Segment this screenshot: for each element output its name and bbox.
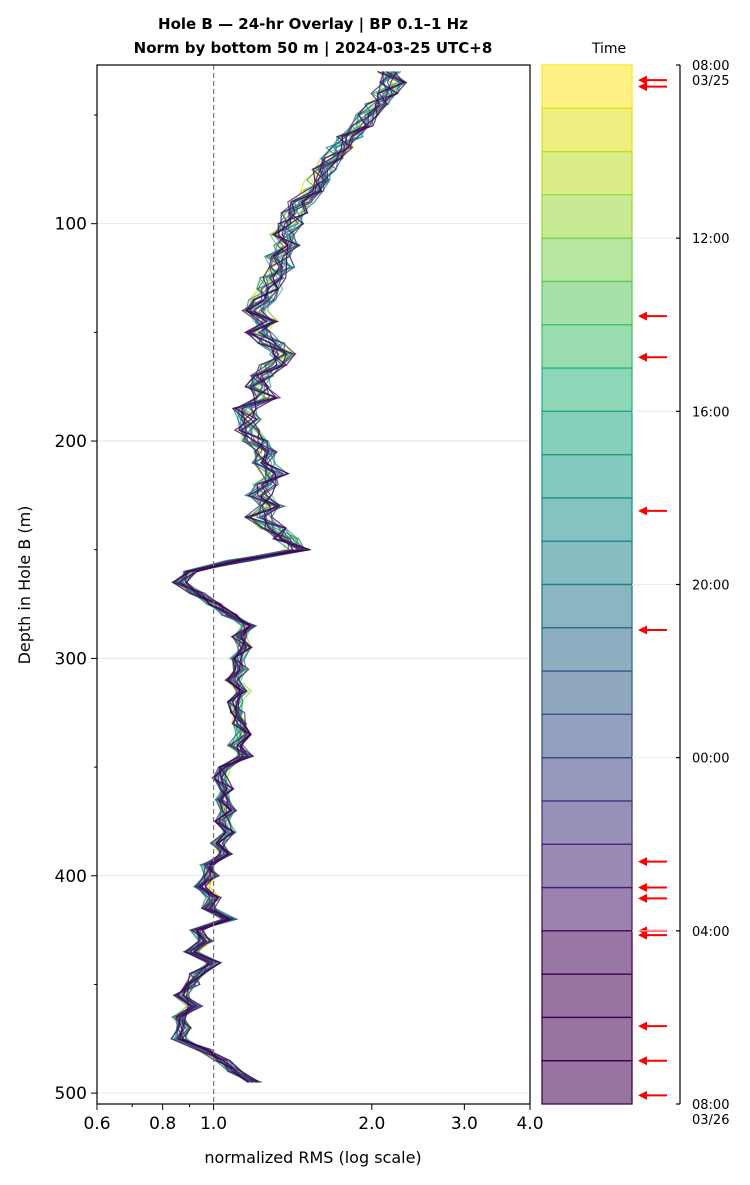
hour-profile-line	[178, 70, 408, 1083]
colorbar-band	[541, 757, 633, 802]
colorbar-tick-label: 20:00	[692, 579, 729, 594]
colorbar-tick-label: 16:00	[692, 405, 729, 420]
chart-title-line-1: Hole B — 24-hr Overlay | BP 0.1–1 Hz	[158, 15, 468, 34]
colorbar-tick-label: 12:00	[692, 232, 729, 247]
plot-frame	[96, 64, 531, 1105]
x-axis: 0.6 0.8 1.0 2.0 3.0 4.0	[83, 1104, 544, 1134]
colorbar-tick-label: 08:00	[692, 1098, 729, 1113]
event-arrow-head	[638, 857, 647, 867]
y-tick-label: 200	[55, 432, 87, 452]
event-arrow-head	[638, 1021, 647, 1031]
x-tick-label: 0.8	[149, 1114, 176, 1134]
event-arrow-head	[638, 930, 647, 940]
y-tick-label: 300	[55, 649, 87, 669]
y-axis-label: Depth in Hole B (m)	[15, 506, 34, 665]
y-axis: 100 200 300 400 500	[55, 114, 97, 1104]
colorbar-band	[541, 1016, 633, 1062]
colorbar-tick-label: 00:00	[692, 752, 729, 767]
colorbar-band	[541, 800, 633, 845]
colorbar-band	[541, 237, 633, 283]
colorbar-band	[541, 410, 633, 456]
colorbar-band	[541, 280, 633, 326]
colorbar-band	[541, 107, 633, 153]
colorbar-band	[541, 497, 633, 542]
profile-lines	[170, 70, 409, 1083]
event-arrow-head	[638, 1090, 647, 1100]
event-arrow-head	[638, 352, 647, 362]
colorbar-band	[541, 194, 633, 239]
colorbar-band	[541, 627, 633, 672]
hour-profile-line	[170, 71, 399, 1083]
colorbar-band	[541, 973, 633, 1019]
event-arrow-head	[638, 311, 647, 321]
colorbar-tick-date: 03/25	[692, 74, 729, 89]
x-axis-label: normalized RMS (log scale)	[204, 1148, 421, 1167]
y-tick-label: 100	[55, 215, 87, 235]
colorbar-time-axis: 08:0003/2512:0016:0020:0000:0004:0008:00…	[632, 59, 729, 1128]
event-arrow-head	[638, 1056, 647, 1066]
event-arrow-head	[638, 506, 647, 516]
colorbar-band	[541, 930, 633, 975]
x-tick-label: 2.0	[358, 1114, 385, 1134]
event-arrow-head	[638, 625, 647, 635]
colorbar-band	[541, 64, 633, 109]
colorbar-band	[541, 540, 633, 586]
colorbar-band	[541, 150, 633, 196]
event-arrow-head	[638, 883, 647, 893]
colorbar-band	[541, 583, 633, 629]
colorbar-band	[541, 1060, 633, 1105]
colorbar-title: Time	[591, 41, 626, 57]
x-tick-label: 4.0	[516, 1114, 543, 1134]
x-tick-label: 1.0	[200, 1114, 227, 1134]
colorbar-band	[541, 453, 633, 499]
hour-profile-line	[175, 70, 407, 1083]
event-arrow-head	[638, 893, 647, 903]
chart-title-line-2: Norm by bottom 50 m | 2024-03-25 UTC+8	[134, 39, 493, 58]
event-arrow-head	[638, 82, 647, 92]
y-tick-label: 500	[55, 1084, 87, 1104]
colorbar	[541, 64, 667, 1105]
x-tick-label: 3.0	[451, 1114, 478, 1134]
y-tick-label: 400	[55, 867, 87, 887]
colorbar-band	[541, 886, 633, 932]
grid-lines	[97, 223, 530, 1094]
colorbar-band	[541, 324, 633, 369]
hour-profile-line	[171, 71, 396, 1083]
hour-profile-line	[176, 71, 402, 1083]
event-arrow-head	[638, 75, 647, 85]
colorbar-band	[541, 367, 633, 412]
hour-profile-line	[175, 70, 401, 1083]
hour-profile-line	[172, 71, 395, 1083]
colorbar-band	[541, 670, 633, 716]
colorbar-tick-date: 03/26	[692, 1113, 729, 1128]
colorbar-tick-label: 04:00	[692, 925, 729, 940]
colorbar-band	[541, 843, 633, 889]
x-tick-label: 0.6	[83, 1114, 110, 1134]
colorbar-band	[541, 713, 633, 759]
colorbar-tick-label: 08:00	[692, 59, 729, 74]
hour-profile-line	[171, 71, 395, 1083]
